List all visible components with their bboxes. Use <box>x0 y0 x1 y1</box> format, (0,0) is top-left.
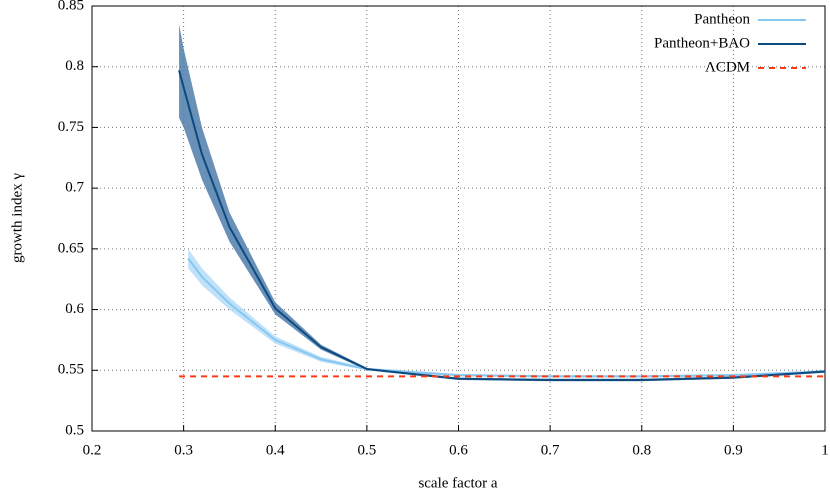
plot-frame <box>91 5 826 432</box>
y-tick-label: 0.75 <box>58 119 84 135</box>
y-tick-label: 0.7 <box>65 180 84 196</box>
series-line <box>178 70 826 381</box>
y-tick-label: 0.65 <box>58 240 84 256</box>
x-tick-label: 0.8 <box>632 442 651 458</box>
y-tick-label: 0.5 <box>65 422 84 438</box>
y-tick-label: 0.8 <box>65 58 84 74</box>
error-band <box>179 24 825 382</box>
x-axis-label: scale factor a <box>418 475 497 491</box>
legend-label: Pantheon+BAO <box>654 35 750 51</box>
x-tick-label: 0.3 <box>174 442 193 458</box>
y-tick-label: 0.85 <box>58 0 84 13</box>
x-tick-label: 0.5 <box>358 442 377 458</box>
x-tick-label: 0.9 <box>724 442 743 458</box>
y-axis-label: growth index γ <box>9 173 25 263</box>
x-tick-label: 0.2 <box>83 442 102 458</box>
x-tick-label: 0.6 <box>449 442 468 458</box>
y-tick-label: 0.55 <box>58 362 84 378</box>
x-tick-label: 0.7 <box>541 442 560 458</box>
x-tick-label: 0.4 <box>266 442 285 458</box>
legend-label: ΛCDM <box>705 59 750 75</box>
x-tick-label: 1 <box>821 442 829 458</box>
legend-label: Pantheon <box>694 11 750 27</box>
y-tick-label: 0.6 <box>65 301 84 317</box>
